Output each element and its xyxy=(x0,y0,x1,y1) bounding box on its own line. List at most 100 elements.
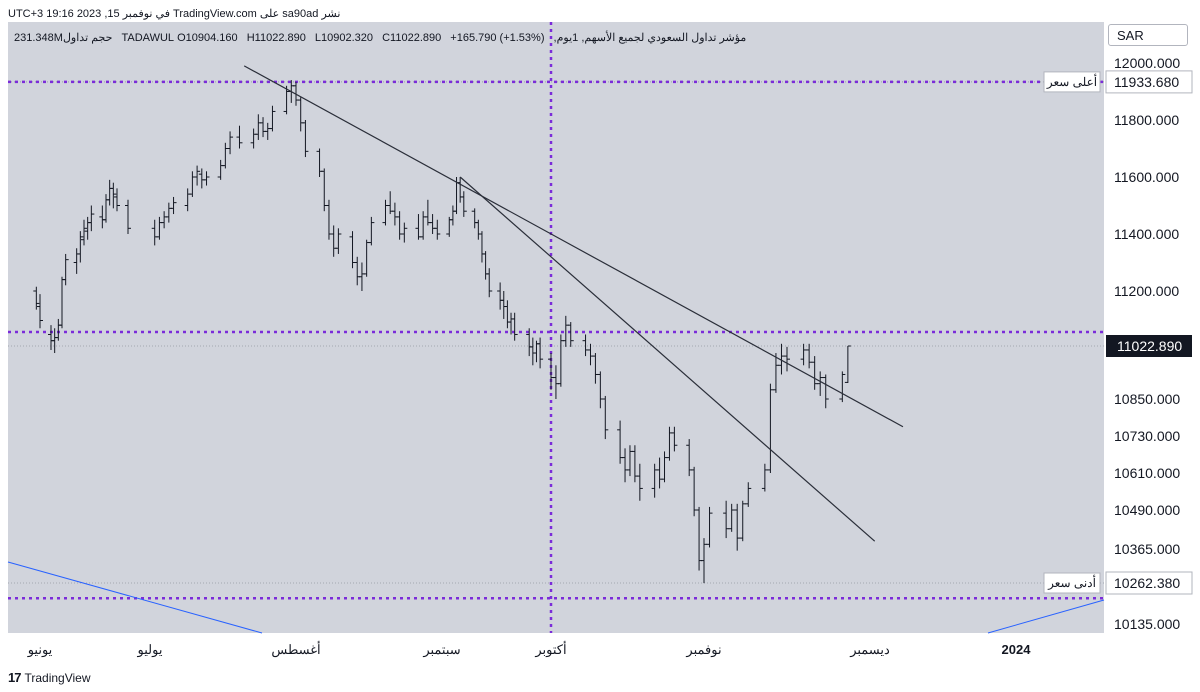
x-tick-label: أكتوبر xyxy=(534,641,566,658)
ohlc-bar xyxy=(368,216,375,246)
x-tick-label: يوليو xyxy=(137,642,163,658)
ohlc-bar xyxy=(114,188,120,212)
y-tick-label: 11200.000 xyxy=(1114,283,1179,299)
ohlc-bar xyxy=(701,538,707,584)
ohlc-bar xyxy=(567,322,574,347)
y-tick-label: 10135.000 xyxy=(1114,616,1180,632)
ohlc-bar xyxy=(537,337,544,369)
ohlc-bar xyxy=(110,182,117,209)
ohlc-bar xyxy=(800,343,807,366)
axes-layer: 12000.000 11800.000 11600.000 11400.000 1120… xyxy=(27,55,1193,658)
ohlc-bar xyxy=(194,165,201,186)
price-name-label: أعلى سعر xyxy=(1046,74,1097,89)
ohlc-bar xyxy=(302,120,309,158)
ohlc-bar xyxy=(81,219,87,246)
price-badge-value: 11933.680 xyxy=(1114,74,1179,90)
x-tick-label: يونيو xyxy=(27,642,53,658)
legend-change: +165.790 (+1.53%) xyxy=(450,32,545,44)
footer-brand: TradingView xyxy=(24,670,91,685)
blue-line-right xyxy=(987,599,1105,634)
legend-volume: حجم تداول231.348M xyxy=(14,32,113,44)
ohlc-bar xyxy=(806,343,813,369)
price-name-badge xyxy=(1043,71,1101,93)
price-badge-value: 10262.380 xyxy=(1114,575,1180,591)
ohlc-bar xyxy=(460,191,467,217)
ohlc-bar xyxy=(734,503,741,551)
x-tick-label: ديسمبر xyxy=(849,642,890,658)
ohlc-bar xyxy=(739,500,746,542)
trendlines-layer xyxy=(7,65,1105,634)
ohlc-bar xyxy=(602,395,609,440)
y-tick-label: 11800.000 xyxy=(1114,112,1179,128)
ohlc-bar xyxy=(269,105,276,132)
tradingview-logo-icon: 17 xyxy=(8,670,22,685)
publish-info: نشر sa90ad على TradingView.com في نوفمبر… xyxy=(8,8,341,20)
currency-label: SAR xyxy=(1117,28,1144,43)
footer: 17 TradingView xyxy=(8,670,91,685)
currency-button[interactable]: SAR xyxy=(1108,24,1188,46)
ohlc-bar xyxy=(227,131,234,155)
ohlc-bar xyxy=(170,196,177,215)
ohlc-bar xyxy=(728,503,735,532)
trendline-1 xyxy=(459,176,876,542)
plot-background xyxy=(8,22,1104,633)
y-tick-label: 12000.000 xyxy=(1114,55,1180,71)
ohlc-bar xyxy=(125,199,131,234)
ohlc-bar xyxy=(88,205,95,232)
trendline-0 xyxy=(243,65,904,428)
ohlc-bar xyxy=(767,383,774,473)
ohlc-bar xyxy=(844,345,851,383)
blue-line-left xyxy=(7,561,263,634)
ohlc-bar xyxy=(778,343,785,375)
y-tick-label: 10730.000 xyxy=(1114,428,1180,444)
ohlc-bar xyxy=(772,353,779,393)
current-price-badge xyxy=(1106,335,1192,357)
y-tick-label: 10490.000 xyxy=(1114,502,1180,518)
x-tick-label: 2024 xyxy=(1002,642,1032,657)
legend-open: O10904.160 xyxy=(177,32,238,44)
legend-close: C11022.890 xyxy=(382,32,442,44)
x-tick-label: أغسطس xyxy=(271,641,320,658)
ohlc-bar xyxy=(784,346,790,372)
price-badge xyxy=(1105,70,1193,94)
ohlc-bar xyxy=(817,371,824,396)
ohlc-bar xyxy=(33,286,40,310)
ohlc-bar xyxy=(671,426,678,452)
ohlc-legend: مؤشر تداول السعودي لجميع الأسهم, 1يوم, T… xyxy=(14,31,752,44)
x-tick-label: سبتمبر xyxy=(422,642,460,658)
ohlc-bar xyxy=(511,312,518,341)
ohlc-bar xyxy=(636,463,643,501)
y-tick-label: 10610.000 xyxy=(1114,465,1180,481)
ohlc-bar xyxy=(335,228,342,254)
ohlc-bar xyxy=(37,294,43,329)
ohlc-bar xyxy=(203,171,210,186)
ohlc-bar xyxy=(401,222,408,243)
price-name-label: أدنى سعر xyxy=(1047,575,1096,590)
x-tick-label: نوفمبر xyxy=(685,642,721,658)
ohlc-bar xyxy=(486,268,493,298)
ohlc-bar xyxy=(434,219,441,240)
legend-symbol: مؤشر تداول السعودي لجميع الأسهم, 1يوم, T… xyxy=(121,32,747,44)
y-tick-label: 11400.000 xyxy=(1114,226,1179,242)
ohlc-bar xyxy=(811,356,818,390)
current-price-label: 11022.890 xyxy=(1117,338,1182,354)
ohlc-bar xyxy=(706,506,713,548)
price-name-badge xyxy=(1043,572,1101,594)
price-badge xyxy=(1105,571,1193,595)
ohlc-bar xyxy=(62,253,69,286)
legend-high: H11022.890 xyxy=(246,32,306,44)
ohlc-bar xyxy=(745,482,752,507)
ohlc-bar xyxy=(77,231,84,263)
y-tick-label: 11600.000 xyxy=(1114,169,1179,185)
legend-low: L10902.320 xyxy=(314,32,374,44)
ohlc-bar xyxy=(723,500,730,539)
ohlc-bar xyxy=(839,371,846,403)
y-tick-label: 10850.000 xyxy=(1114,391,1180,407)
levels-layer xyxy=(8,22,1104,633)
ohlc-bar xyxy=(761,463,768,492)
ohlc-bar xyxy=(822,374,829,409)
ohlc-bar xyxy=(236,125,243,149)
y-tick-label: 10365.000 xyxy=(1114,541,1180,557)
candles-layer xyxy=(33,80,851,584)
